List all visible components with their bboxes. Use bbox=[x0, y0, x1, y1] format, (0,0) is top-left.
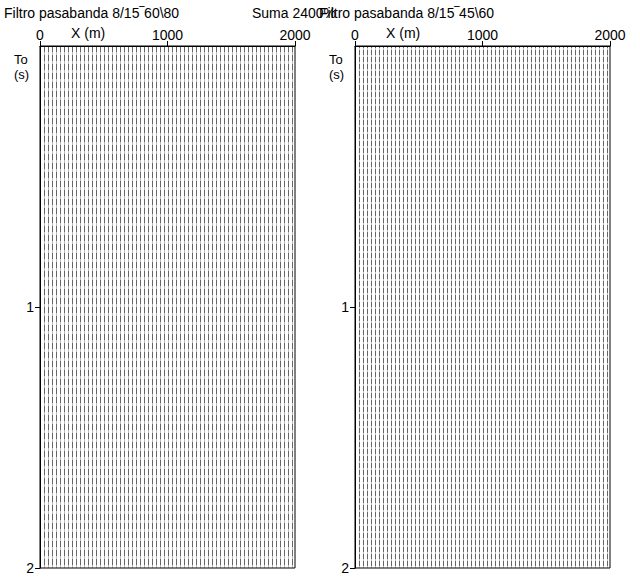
svg-text:0: 0 bbox=[351, 27, 359, 43]
svg-text:2000: 2000 bbox=[279, 27, 310, 43]
svg-text:2000: 2000 bbox=[594, 27, 625, 43]
svg-text:To: To bbox=[329, 52, 343, 67]
svg-text:2: 2 bbox=[26, 560, 34, 576]
svg-text:1000: 1000 bbox=[467, 27, 498, 43]
svg-text:To: To bbox=[14, 52, 28, 67]
svg-text:Filtro pasabanda 8/15‾45\60: Filtro pasabanda 8/15‾45\60 bbox=[319, 5, 494, 21]
svg-text:1: 1 bbox=[26, 299, 34, 315]
svg-text:Filtro pasabanda 8/15‾60\80: Filtro pasabanda 8/15‾60\80 bbox=[4, 5, 179, 21]
svg-text:Suma 2400%: Suma 2400% bbox=[252, 5, 336, 21]
svg-text:(s): (s) bbox=[329, 67, 344, 82]
svg-text:(s): (s) bbox=[14, 67, 29, 82]
svg-text:0: 0 bbox=[36, 27, 44, 43]
svg-text:1: 1 bbox=[341, 299, 349, 315]
svg-text:X (m): X (m) bbox=[386, 25, 420, 41]
svg-text:2: 2 bbox=[341, 560, 349, 576]
svg-text:X (m): X (m) bbox=[71, 25, 105, 41]
svg-text:1000: 1000 bbox=[152, 27, 183, 43]
